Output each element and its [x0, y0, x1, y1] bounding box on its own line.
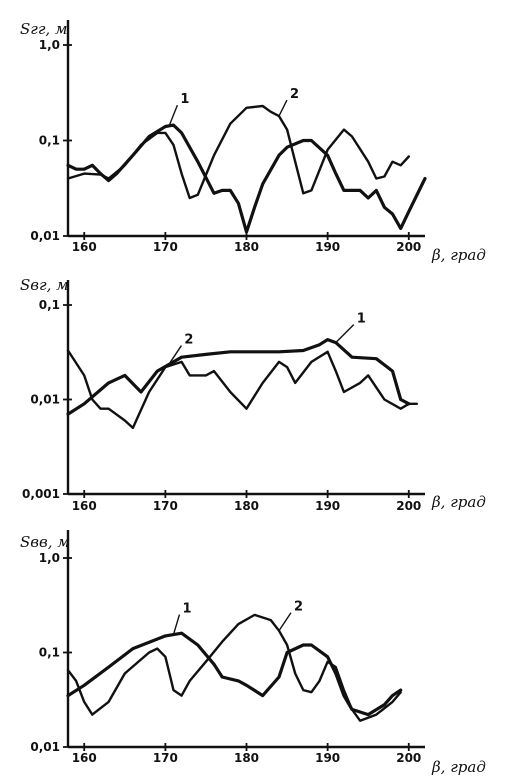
x-tick-label: 160: [72, 240, 97, 254]
x-tick-label: 190: [315, 240, 340, 254]
series-label-1: 1: [182, 602, 191, 617]
chart-panel-2: 0,1 0,01 0,001 160 170 180 190 200 Sвг, м β, град…: [20, 276, 486, 513]
series-line-2: [66, 613, 402, 722]
x-tick-label: 190: [315, 499, 340, 513]
y-tick-label: 0,01: [30, 229, 60, 243]
x-tick-label: 200: [396, 751, 421, 765]
series-leader-2: [168, 345, 183, 364]
y-tick-label: 1,0: [39, 551, 60, 565]
x-tick-label: 180: [234, 240, 259, 254]
x-axis-title: β, град: [431, 758, 486, 776]
series-label-1: 1: [357, 312, 366, 327]
x-tick-label: 180: [234, 751, 259, 765]
series-line-2: [66, 104, 410, 200]
x-tick-label: 180: [234, 499, 259, 513]
series-leader-2: [278, 612, 292, 632]
y-tick-label: 0,1: [39, 646, 60, 660]
series-label-2: 2: [184, 333, 193, 348]
x-tick-label: 170: [153, 240, 178, 254]
x-axis-title: β, град: [431, 493, 486, 511]
x-axis-title: β, град: [431, 246, 486, 264]
y-tick-label: 1,0: [39, 38, 60, 52]
series-leader-1: [172, 614, 181, 635]
x-tick-label: 200: [396, 499, 421, 513]
y-tick-label: 0,1: [39, 298, 60, 312]
x-tick-label: 160: [72, 499, 97, 513]
y-tick-label: 0,001: [22, 487, 60, 501]
series-line-1: [66, 123, 427, 234]
y-tick-label: 0,01: [30, 393, 60, 407]
y-axis-title: Sвв, м: [20, 533, 70, 551]
x-tick-label: 170: [153, 751, 178, 765]
x-tick-label: 200: [396, 240, 421, 254]
series-label-2: 2: [290, 87, 299, 102]
series-line-1: [66, 631, 403, 717]
series-label-1: 1: [180, 92, 189, 107]
series-label-2: 2: [294, 600, 303, 615]
series-leader-2: [278, 99, 288, 117]
series-line-2: [66, 349, 419, 430]
chart-panel-3: 1,0 0,1 0,01 160 170 180 190 200 Sвв, м β, град 1 2: [20, 530, 486, 776]
series-line-1: [66, 338, 411, 416]
chart-panel-1: 1,0 0,1 0,01 160 170 180 190 200 Sгг, м β, град 1 2: [20, 20, 486, 264]
series-leader-1: [168, 104, 179, 126]
x-tick-label: 170: [153, 499, 178, 513]
y-tick-label: 0,01: [30, 740, 60, 754]
x-tick-label: 190: [315, 751, 340, 765]
y-tick-label: 0,1: [39, 134, 60, 148]
y-axis-title: Sгг, м: [20, 20, 67, 38]
y-axis-title: Sвг, м: [20, 276, 69, 294]
series-leader-1: [335, 324, 355, 344]
x-tick-label: 160: [72, 751, 97, 765]
